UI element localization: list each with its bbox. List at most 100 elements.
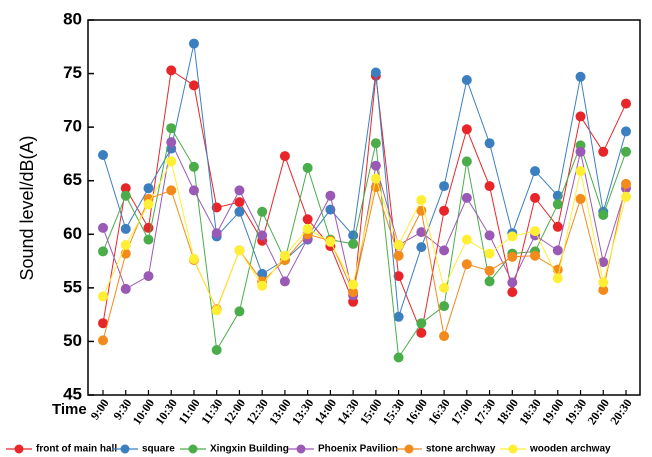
x-tick-label: 12:30 (243, 396, 271, 427)
data-point (98, 246, 108, 257)
data-point (234, 206, 245, 217)
x-axis-label: Time (52, 401, 87, 418)
data-point (575, 193, 586, 204)
data-point (439, 205, 450, 216)
legend-marker (508, 444, 518, 454)
x-tick-label: 17:00 (448, 396, 476, 427)
data-point (393, 352, 404, 363)
data-point (234, 245, 245, 256)
data-point (188, 161, 199, 172)
data-point (279, 250, 290, 261)
x-tick-label: 19:00 (539, 396, 567, 427)
series-line (102, 160, 627, 312)
data-point (348, 287, 359, 298)
series-line (102, 126, 627, 359)
x-tick-label: 15:00 (357, 396, 385, 427)
data-point (166, 156, 177, 167)
data-point (530, 166, 541, 177)
x-tick-label: 17:30 (471, 396, 499, 427)
legend-marker (14, 444, 24, 454)
data-point (348, 230, 359, 241)
y-tick-label: 75 (63, 63, 82, 82)
data-point (621, 178, 631, 189)
data-point (98, 318, 108, 329)
data-point (143, 234, 154, 245)
legend-marker (404, 444, 414, 454)
data-point (325, 190, 336, 201)
data-point (461, 234, 472, 245)
x-tick-label: 20:30 (607, 396, 635, 427)
data-point (461, 156, 472, 167)
data-point (393, 271, 404, 282)
data-point (416, 227, 427, 238)
x-tick-label: 10:00 (130, 396, 158, 427)
data-point (166, 65, 177, 76)
x-tick-label: 16:30 (425, 396, 453, 427)
data-point (530, 226, 541, 237)
data-point (416, 327, 427, 338)
data-point (120, 223, 131, 234)
data-point (461, 192, 472, 203)
data-point (507, 231, 518, 242)
data-point (98, 150, 108, 160)
legend-label: square (142, 444, 175, 455)
x-tick-label: 14:00 (312, 396, 340, 427)
x-tick-label: 13:00 (266, 396, 294, 427)
data-point (439, 331, 450, 342)
data-point (416, 195, 427, 205)
legend-marker (296, 444, 306, 454)
data-point (211, 305, 222, 316)
data-point (370, 138, 381, 149)
data-point (188, 80, 199, 91)
data-point (302, 214, 313, 225)
data-point (484, 248, 495, 259)
series-line (102, 69, 627, 335)
y-tick-label: 60 (63, 224, 82, 243)
data-point (370, 160, 381, 171)
y-tick-label: 50 (63, 331, 82, 350)
data-point (143, 271, 154, 282)
data-point (439, 282, 450, 293)
legend-label: Xingxin Building (210, 444, 289, 455)
data-point (370, 173, 381, 184)
legend-label: stone archway (426, 444, 496, 455)
y-tick-label: 55 (63, 277, 82, 296)
data-point (507, 251, 518, 262)
y-axis-label: Sound level/dB(A) (17, 135, 37, 280)
data-point (279, 151, 290, 162)
data-point (166, 137, 177, 148)
y-tick-label: 65 (63, 170, 82, 189)
data-point (98, 335, 108, 346)
data-point (575, 111, 586, 122)
data-point (598, 146, 609, 157)
data-point (143, 183, 154, 194)
x-tick-label: 10:30 (152, 396, 180, 427)
data-point (98, 222, 108, 233)
data-point (552, 273, 563, 284)
data-point (530, 250, 541, 261)
data-point (211, 202, 222, 213)
data-point (98, 291, 108, 302)
data-point (370, 182, 381, 193)
data-point (439, 181, 450, 192)
data-point (234, 185, 245, 196)
data-point (439, 245, 450, 256)
data-point (348, 238, 359, 249)
legend-label: front of main hall (36, 444, 117, 455)
data-point (552, 221, 563, 232)
y-tick-label: 80 (63, 9, 82, 28)
data-point (416, 242, 427, 253)
x-tick-label: 15:30 (380, 396, 408, 427)
data-point (257, 206, 268, 217)
x-tick-label: 16:00 (403, 396, 431, 427)
data-point (507, 277, 518, 288)
data-point (552, 245, 563, 256)
data-point (484, 181, 495, 192)
data-point (393, 240, 404, 250)
data-point (211, 228, 222, 239)
data-point (621, 126, 631, 137)
x-tick-label: 19:30 (562, 396, 590, 427)
data-point (621, 191, 631, 202)
data-point (302, 162, 313, 173)
x-tick-label: 18:30 (516, 396, 544, 427)
